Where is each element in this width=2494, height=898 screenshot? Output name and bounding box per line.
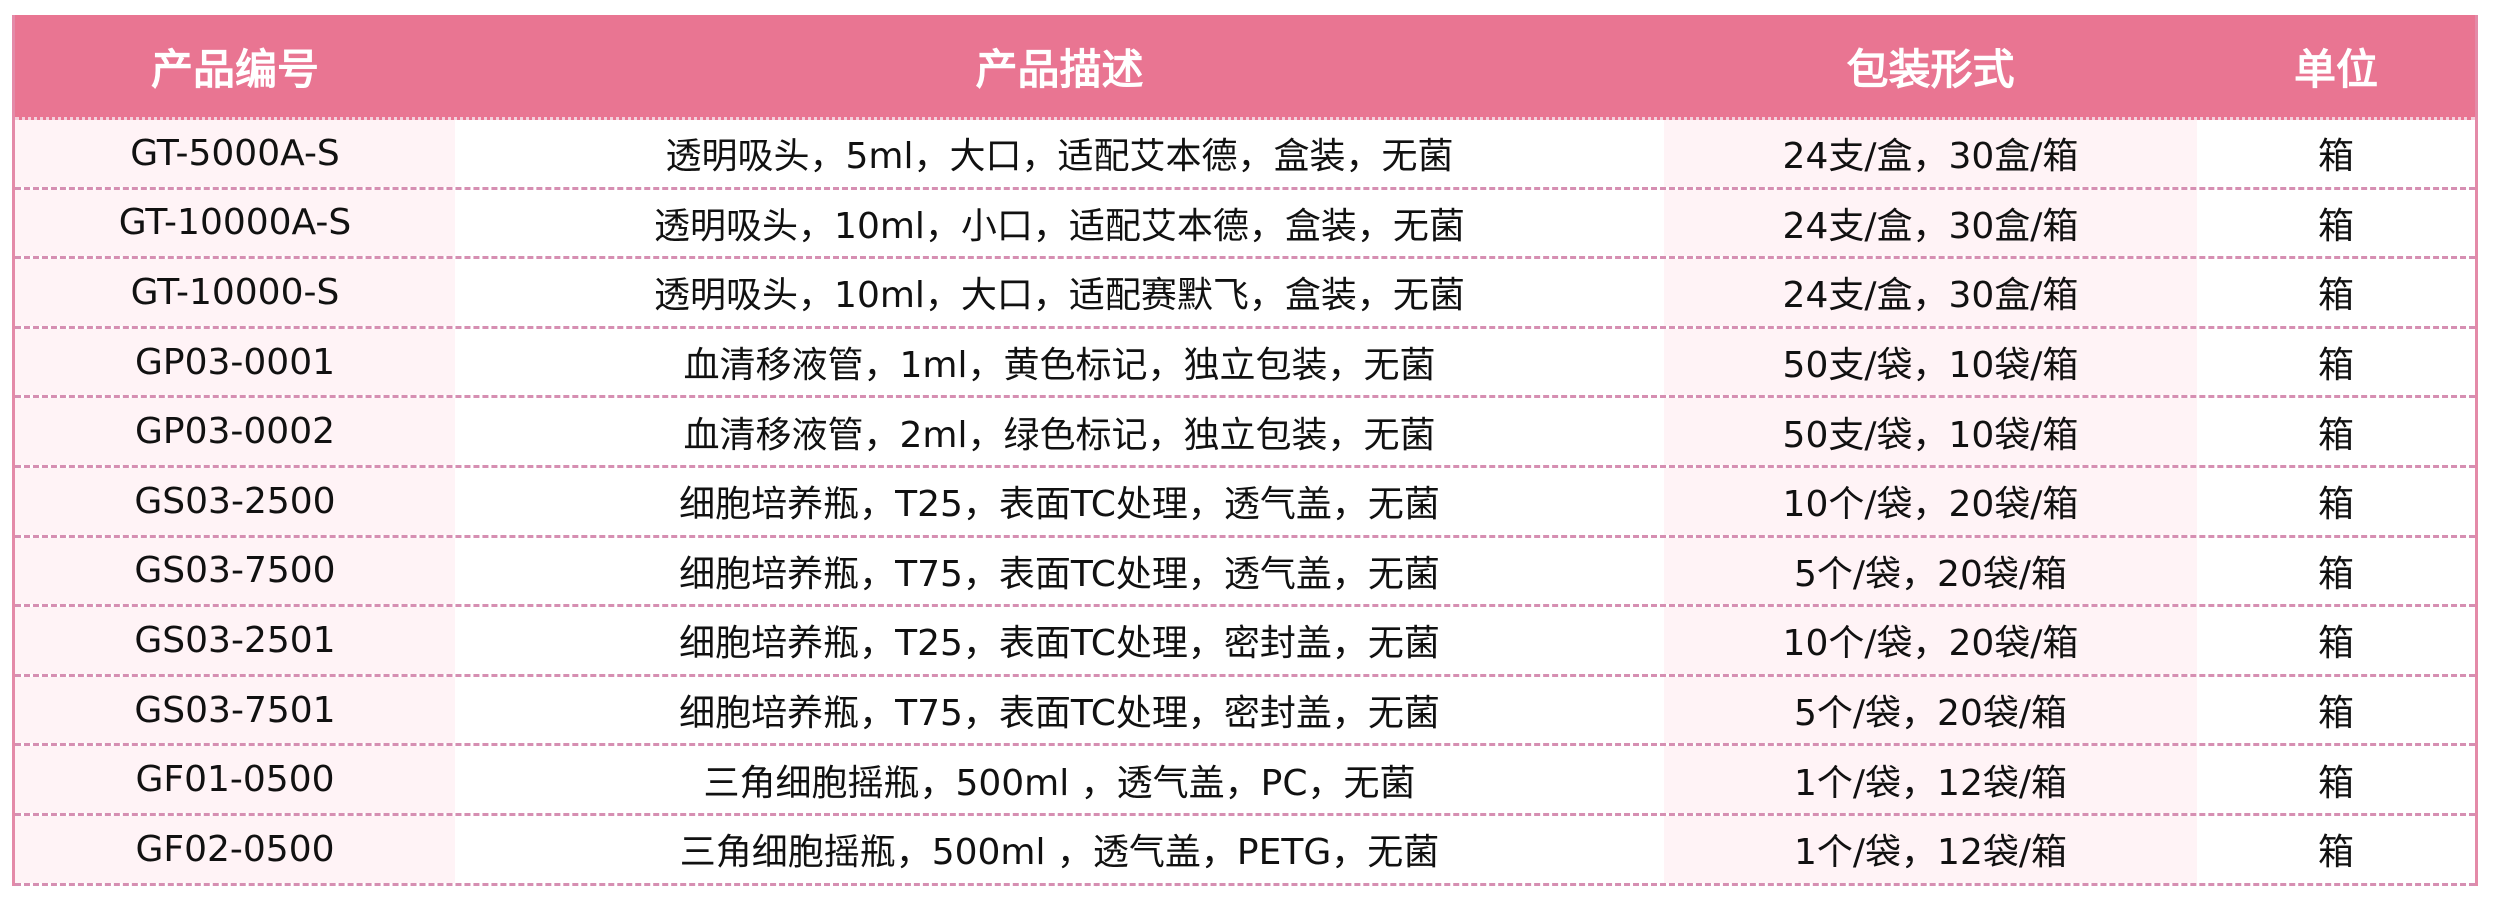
packaging-cell: 10个/袋，20袋/箱 xyxy=(1664,607,2197,674)
unit-cell: 箱 xyxy=(2317,275,2354,317)
product-code-cell: GP03-0001 xyxy=(15,328,455,396)
packaging-cell: 5个/袋，20袋/箱 xyxy=(1664,537,2197,605)
unit-cell: 箱 xyxy=(2317,832,2354,874)
packaging-cell: 24支/盒，30盒/箱 xyxy=(1664,259,2197,326)
unit-cell: 箱 xyxy=(2317,345,2354,387)
product-code-cell: GP03-0002 xyxy=(15,398,455,465)
table-row: GS03-7501 细胞培养瓶，T75，表面TC处理，密封盖，无菌 5个/袋，20袋… xyxy=(15,676,2475,747)
table-row: GT-10000-S 透明吸头，10ml，大口，适配赛默飞，盒装，无菌 24支/盒，… xyxy=(15,259,2475,329)
table-row: GF01-0500 三角细胞摇瓶，500ml ，透气盖，PC，无菌 1个/袋，12袋… xyxy=(15,746,2475,816)
description-cell: 三角细胞摇瓶，500ml ，透气盖，PC，无菌 xyxy=(703,762,1416,804)
description-cell: 血清移液管，2ml，绿色标记，独立包装，无菌 xyxy=(683,414,1436,456)
header-unit: 单位 xyxy=(2293,44,2378,94)
product-code-cell: GT-5000A-S xyxy=(15,120,455,187)
packaging-cell: 50支/袋，10袋/箱 xyxy=(1664,398,2197,465)
unit-cell: 箱 xyxy=(2317,623,2354,665)
table-row: GT-5000A-S 透明吸头，5ml，大口，适配艾本德，盒装，无菌 24支/盒，3… xyxy=(15,120,2475,190)
unit-cell: 箱 xyxy=(2317,693,2354,735)
packaging-cell: 1个/袋，12袋/箱 xyxy=(1664,815,2197,883)
table-row: GS03-7500 细胞培养瓶，T75，表面TC处理，透气盖，无菌 5个/袋，20袋… xyxy=(15,537,2475,608)
product-code-cell: GF02-0500 xyxy=(15,815,455,883)
table-row: GS03-2501 细胞培养瓶，T25，表面TC处理，密封盖，无菌 10个/袋，20… xyxy=(15,607,2475,677)
table-row: GF02-0500 三角细胞摇瓶，500ml ，透气盖，PETG，无菌 1个/袋，1… xyxy=(15,815,2475,886)
description-cell: 细胞培养瓶，T25，表面TC处理，透气盖，无菌 xyxy=(679,484,1440,526)
packaging-cell: 24支/盒，30盒/箱 xyxy=(1664,120,2197,187)
description-cell: 透明吸头，10ml，大口，适配赛默飞，盒装，无菌 xyxy=(654,275,1465,317)
description-cell: 细胞培养瓶，T75，表面TC处理，透气盖，无菌 xyxy=(679,553,1440,595)
header-product-code: 产品编号 xyxy=(150,44,319,94)
product-code-cell: GS03-7501 xyxy=(15,676,455,744)
unit-cell: 箱 xyxy=(2317,136,2354,178)
table-row: GP03-0001 血清移液管，1ml，黄色标记，独立包装，无菌 50支/袋，10袋… xyxy=(15,328,2475,399)
product-code-cell: GT-10000-S xyxy=(15,259,455,326)
header-packaging: 包装形式 xyxy=(1846,44,2015,94)
product-table: 产品编号 产品描述 包装形式 单位 GT-5000A-S 透明吸头，5ml，大口，… xyxy=(12,15,2478,886)
unit-cell: 箱 xyxy=(2317,762,2354,804)
description-cell: 细胞培养瓶，T25，表面TC处理，密封盖，无菌 xyxy=(679,623,1440,665)
packaging-cell: 50支/袋，10袋/箱 xyxy=(1664,328,2197,396)
packaging-cell: 10个/袋，20袋/箱 xyxy=(1664,467,2197,535)
table-row: GT-10000A-S 透明吸头，10ml，小口，适配艾本德，盒装，无菌 24支/盒… xyxy=(15,189,2475,260)
unit-cell: 箱 xyxy=(2317,553,2354,595)
product-code-cell: GT-10000A-S xyxy=(15,189,455,257)
description-cell: 透明吸头，5ml，大口，适配艾本德，盒装，无菌 xyxy=(665,136,1454,178)
table-row: GS03-2500 细胞培养瓶，T25，表面TC处理，透气盖，无菌 10个/袋，20… xyxy=(15,467,2475,538)
description-cell: 三角细胞摇瓶，500ml ，透气盖，PETG，无菌 xyxy=(679,832,1440,874)
product-code-cell: GS03-2500 xyxy=(15,467,455,535)
product-code-cell: GS03-7500 xyxy=(15,537,455,605)
description-cell: 细胞培养瓶，T75，表面TC处理，密封盖，无菌 xyxy=(679,693,1440,735)
unit-cell: 箱 xyxy=(2317,484,2354,526)
packaging-cell: 24支/盒，30盒/箱 xyxy=(1664,189,2197,257)
packaging-cell: 1个/袋，12袋/箱 xyxy=(1664,746,2197,813)
header-product-description: 产品描述 xyxy=(975,44,1144,94)
product-code-cell: GS03-2501 xyxy=(15,607,455,674)
unit-cell: 箱 xyxy=(2317,205,2354,247)
table-row: GP03-0002 血清移液管，2ml，绿色标记，独立包装，无菌 50支/袋，10袋… xyxy=(15,398,2475,468)
description-cell: 血清移液管，1ml，黄色标记，独立包装，无菌 xyxy=(683,345,1436,387)
description-cell: 透明吸头，10ml，小口，适配艾本德，盒装，无菌 xyxy=(654,205,1465,247)
unit-cell: 箱 xyxy=(2317,414,2354,456)
packaging-cell: 5个/袋，20袋/箱 xyxy=(1664,676,2197,744)
table-header-row: 产品编号 产品描述 包装形式 单位 xyxy=(15,15,2475,120)
product-code-cell: GF01-0500 xyxy=(15,746,455,813)
